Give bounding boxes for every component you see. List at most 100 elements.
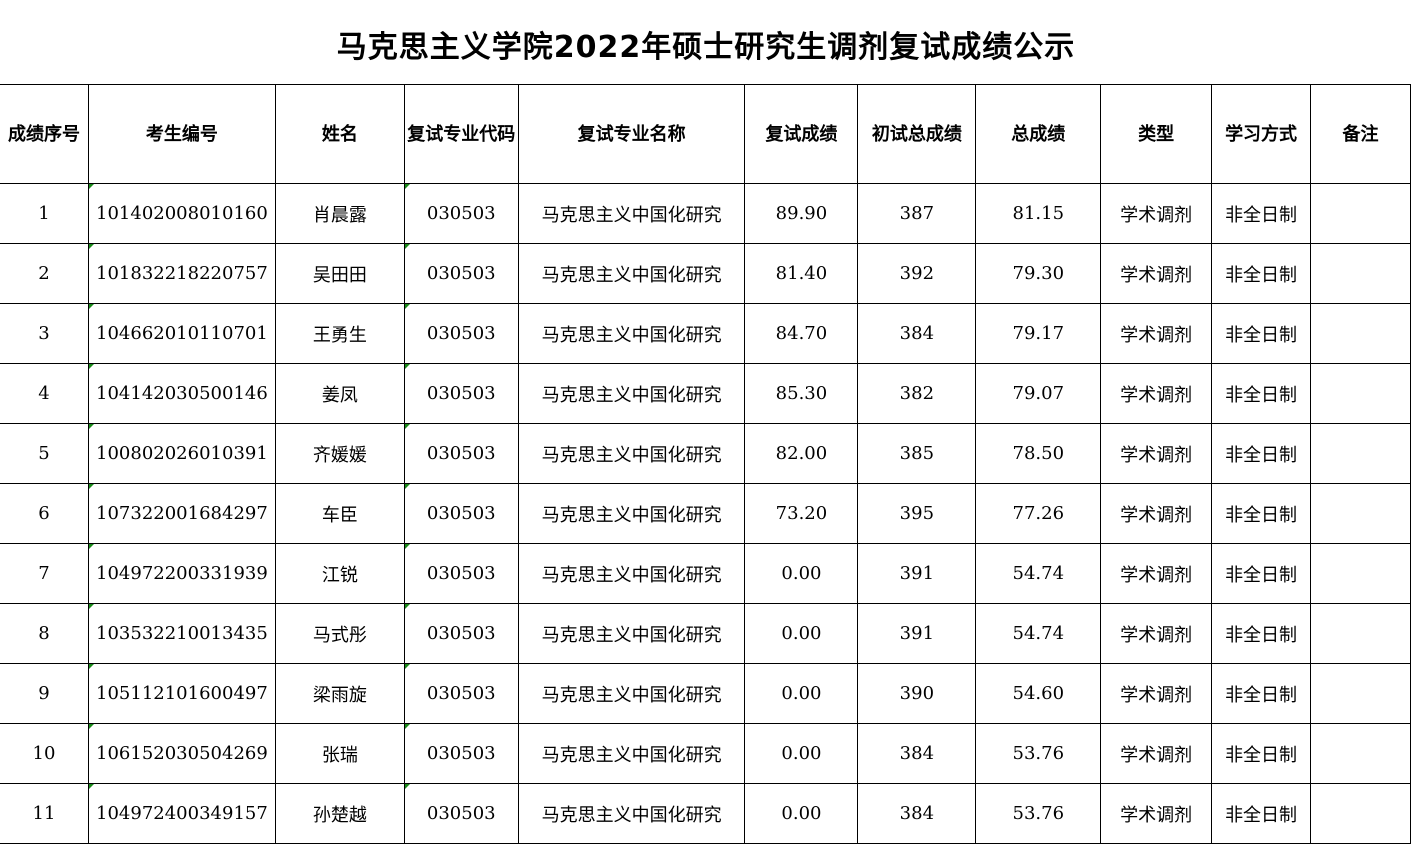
table-row: 5 100802026010391 齐媛媛 030503 马克思主义中国化研究 82.00… bbox=[0, 423, 1411, 484]
column-header-remarks: 备注 bbox=[1310, 84, 1411, 184]
cell-major-code: 030503 bbox=[403, 483, 519, 544]
cell-remarks bbox=[1310, 183, 1411, 244]
cell-major-code: 030503 bbox=[403, 603, 519, 664]
cell-name: 马式彤 bbox=[274, 603, 405, 664]
cell-total-score: 78.50 bbox=[975, 423, 1102, 484]
cell-major-code: 030503 bbox=[403, 723, 519, 784]
cell-major-code: 030503 bbox=[403, 663, 519, 724]
cell-total-score: 54.74 bbox=[975, 603, 1102, 664]
cell-major-code: 030503 bbox=[403, 243, 519, 304]
cell-name: 王勇生 bbox=[274, 303, 405, 364]
cell-type: 学术调剂 bbox=[1100, 363, 1213, 424]
cell-retest-score: 0.00 bbox=[744, 543, 859, 604]
cell-retest-score: 85.30 bbox=[744, 363, 859, 424]
cell-retest-score: 89.90 bbox=[744, 183, 859, 244]
cell-rank: 11 bbox=[0, 783, 89, 844]
cell-candidate-id: 105112101600497 bbox=[87, 663, 276, 724]
cell-candidate-id: 107322001684297 bbox=[87, 483, 276, 544]
cell-major-code: 030503 bbox=[403, 183, 519, 244]
cell-type: 学术调剂 bbox=[1100, 663, 1213, 724]
cell-remarks bbox=[1310, 303, 1411, 364]
cell-initial-score: 390 bbox=[857, 663, 977, 724]
column-header-study-mode: 学习方式 bbox=[1211, 84, 1312, 184]
cell-candidate-id: 101402008010160 bbox=[87, 183, 276, 244]
cell-initial-score: 385 bbox=[857, 423, 977, 484]
cell-study-mode: 非全日制 bbox=[1211, 663, 1312, 724]
cell-rank: 6 bbox=[0, 483, 89, 544]
cell-type: 学术调剂 bbox=[1100, 423, 1213, 484]
cell-name: 吴田田 bbox=[274, 243, 405, 304]
cell-type: 学术调剂 bbox=[1100, 543, 1213, 604]
cell-type: 学术调剂 bbox=[1100, 183, 1213, 244]
cell-study-mode: 非全日制 bbox=[1211, 603, 1312, 664]
cell-retest-score: 82.00 bbox=[744, 423, 859, 484]
cell-initial-score: 384 bbox=[857, 723, 977, 784]
cell-total-score: 77.26 bbox=[975, 483, 1102, 544]
cell-major-code: 030503 bbox=[403, 423, 519, 484]
cell-name: 江锐 bbox=[274, 543, 405, 604]
cell-total-score: 53.76 bbox=[975, 783, 1102, 844]
cell-remarks bbox=[1310, 663, 1411, 724]
table-row: 9 105112101600497 梁雨旋 030503 马克思主义中国化研究 0.00 3… bbox=[0, 663, 1411, 724]
column-header-total-score: 总成绩 bbox=[975, 84, 1102, 184]
cell-remarks bbox=[1310, 423, 1411, 484]
cell-type: 学术调剂 bbox=[1100, 243, 1213, 304]
cell-type: 学术调剂 bbox=[1100, 603, 1213, 664]
cell-major-name: 马克思主义中国化研究 bbox=[517, 603, 746, 664]
cell-retest-score: 81.40 bbox=[744, 243, 859, 304]
cell-total-score: 81.15 bbox=[975, 183, 1102, 244]
cell-type: 学术调剂 bbox=[1100, 723, 1213, 784]
cell-major-code: 030503 bbox=[403, 783, 519, 844]
cell-total-score: 54.74 bbox=[975, 543, 1102, 604]
header-row: 成绩序号 考生编号 姓名 复试专业代码 复试专业名称 复试成绩 初试总成绩 总成绩 类型 学习方式… bbox=[0, 84, 1411, 184]
cell-candidate-id: 100802026010391 bbox=[87, 423, 276, 484]
cell-type: 学术调剂 bbox=[1100, 303, 1213, 364]
cell-name: 孙楚越 bbox=[274, 783, 405, 844]
cell-major-name: 马克思主义中国化研究 bbox=[517, 723, 746, 784]
cell-total-score: 79.17 bbox=[975, 303, 1102, 364]
table-row: 11 104972400349157 孙楚越 030503 马克思主义中国化研究 0.00… bbox=[0, 783, 1411, 844]
cell-study-mode: 非全日制 bbox=[1211, 363, 1312, 424]
cell-name: 梁雨旋 bbox=[274, 663, 405, 724]
column-header-retest-score: 复试成绩 bbox=[744, 84, 859, 184]
cell-retest-score: 0.00 bbox=[744, 603, 859, 664]
cell-name: 齐媛媛 bbox=[274, 423, 405, 484]
cell-name: 姜凤 bbox=[274, 363, 405, 424]
cell-name: 肖晨露 bbox=[274, 183, 405, 244]
cell-total-score: 79.30 bbox=[975, 243, 1102, 304]
cell-major-name: 马克思主义中国化研究 bbox=[517, 783, 746, 844]
table-row: 6 107322001684297 车臣 030503 马克思主义中国化研究 73.20 3… bbox=[0, 483, 1411, 544]
cell-rank: 1 bbox=[0, 183, 89, 244]
cell-remarks bbox=[1310, 783, 1411, 844]
cell-initial-score: 387 bbox=[857, 183, 977, 244]
cell-remarks bbox=[1310, 483, 1411, 544]
cell-study-mode: 非全日制 bbox=[1211, 543, 1312, 604]
cell-retest-score: 73.20 bbox=[744, 483, 859, 544]
cell-study-mode: 非全日制 bbox=[1211, 303, 1312, 364]
cell-remarks bbox=[1310, 603, 1411, 664]
cell-study-mode: 非全日制 bbox=[1211, 243, 1312, 304]
cell-type: 学术调剂 bbox=[1100, 783, 1213, 844]
cell-retest-score: 0.00 bbox=[744, 663, 859, 724]
cell-major-code: 030503 bbox=[403, 543, 519, 604]
cell-rank: 4 bbox=[0, 363, 89, 424]
cell-candidate-id: 101832218220757 bbox=[87, 243, 276, 304]
cell-major-name: 马克思主义中国化研究 bbox=[517, 543, 746, 604]
table-row: 7 104972200331939 江锐 030503 马克思主义中国化研究 0.00 39… bbox=[0, 543, 1411, 604]
cell-rank: 5 bbox=[0, 423, 89, 484]
column-header-major-name: 复试专业名称 bbox=[517, 84, 746, 184]
cell-initial-score: 395 bbox=[857, 483, 977, 544]
cell-name: 张瑞 bbox=[274, 723, 405, 784]
cell-study-mode: 非全日制 bbox=[1211, 723, 1312, 784]
column-header-name: 姓名 bbox=[274, 84, 405, 184]
cell-rank: 3 bbox=[0, 303, 89, 364]
cell-total-score: 79.07 bbox=[975, 363, 1102, 424]
cell-rank: 2 bbox=[0, 243, 89, 304]
cell-total-score: 54.60 bbox=[975, 663, 1102, 724]
score-table: 成绩序号 考生编号 姓名 复试专业代码 复试专业名称 复试成绩 初试总成绩 总成绩 类型 学习方式… bbox=[0, 84, 1411, 844]
cell-rank: 7 bbox=[0, 543, 89, 604]
cell-major-code: 030503 bbox=[403, 363, 519, 424]
column-header-major-code: 复试专业代码 bbox=[403, 84, 519, 184]
cell-major-name: 马克思主义中国化研究 bbox=[517, 243, 746, 304]
column-header-initial-score: 初试总成绩 bbox=[857, 84, 977, 184]
